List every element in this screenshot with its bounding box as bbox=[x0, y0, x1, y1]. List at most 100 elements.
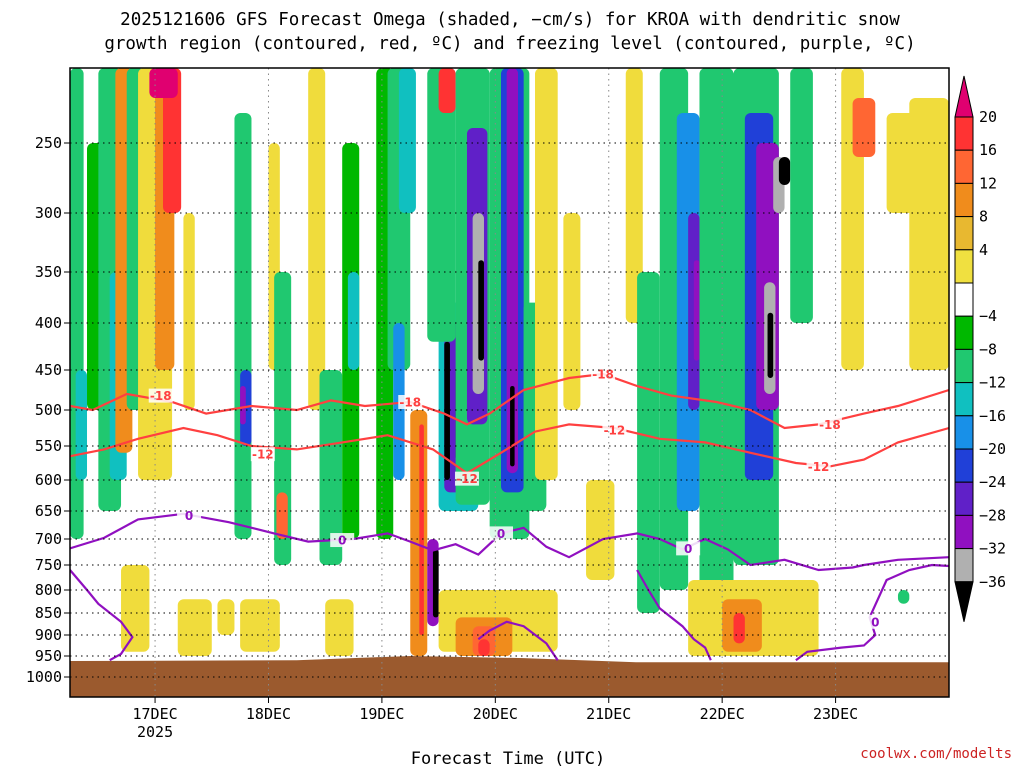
y-tick-label: 1000 bbox=[26, 668, 62, 686]
freezing-contour-label: 0 bbox=[871, 615, 879, 629]
y-tick-label: 900 bbox=[35, 626, 62, 644]
omega-cell bbox=[75, 370, 88, 480]
dendritic-contour-label: -18 bbox=[592, 368, 614, 382]
x-tick-label: 19DEC bbox=[359, 705, 404, 723]
colorbar-label: −8 bbox=[979, 340, 997, 358]
x-tick-label: 20DEC bbox=[473, 705, 518, 723]
colorbar-label: −20 bbox=[979, 440, 1006, 458]
freezing-contour-line bbox=[70, 512, 949, 572]
freezing-contour-label: 0 bbox=[684, 542, 692, 556]
x-tick-label: 21DEC bbox=[586, 705, 631, 723]
colorbar-band bbox=[954, 315, 974, 350]
omega-cell bbox=[886, 113, 915, 213]
omega-cell bbox=[693, 260, 700, 361]
ground-surface bbox=[70, 656, 949, 697]
omega-cell bbox=[478, 260, 484, 361]
colorbar-label: −32 bbox=[979, 540, 1006, 558]
y-tick-label: 400 bbox=[35, 314, 62, 332]
colorbar-label: 16 bbox=[979, 141, 997, 159]
colorbar-band bbox=[954, 348, 974, 384]
omega-cell bbox=[177, 599, 212, 656]
dendritic-contour-label-bg bbox=[454, 471, 479, 486]
freezing-contour-label: 0 bbox=[185, 509, 193, 523]
y-tick-label: 650 bbox=[35, 502, 62, 520]
colorbar-label: −4 bbox=[979, 307, 997, 325]
y-tick-label: 950 bbox=[35, 647, 62, 665]
y-tick-label: 800 bbox=[35, 581, 62, 599]
y-tick-label: 850 bbox=[35, 604, 62, 622]
colorbar-label: −16 bbox=[979, 407, 1006, 425]
x-tick-label: 18DEC bbox=[246, 705, 291, 723]
gridlines bbox=[70, 68, 949, 697]
y-tick-label: 300 bbox=[35, 204, 62, 222]
x-axis-title: Forecast Time (UTC) bbox=[411, 749, 605, 768]
freezing-contour-label-bg bbox=[676, 541, 701, 556]
y-tick-label: 600 bbox=[35, 471, 62, 489]
colorbar-band bbox=[954, 448, 974, 483]
omega-cell bbox=[234, 113, 252, 539]
y-tick-label: 700 bbox=[35, 530, 62, 548]
dendritic-contour-label: -18 bbox=[150, 389, 172, 403]
plot-frame bbox=[69, 67, 950, 698]
dendritic-contour-label: -12 bbox=[604, 424, 626, 438]
omega-cell bbox=[563, 213, 581, 410]
dendritic-contour-label: -12 bbox=[456, 472, 478, 486]
omega-cell bbox=[444, 341, 450, 480]
omega-cell bbox=[427, 68, 456, 342]
dendritic-contour-label: -18 bbox=[399, 396, 421, 410]
omega-cell bbox=[149, 68, 178, 98]
omega-cell bbox=[319, 370, 343, 565]
colorbar-label: 4 bbox=[979, 241, 988, 259]
y-tick-label: 350 bbox=[35, 263, 62, 281]
omega-cell bbox=[398, 68, 416, 213]
omega-cell bbox=[506, 68, 519, 474]
colorbar-label: 12 bbox=[979, 174, 997, 192]
omega-cell bbox=[183, 213, 195, 410]
chart-title-line2: growth region (contoured, red, ºC) and f… bbox=[104, 34, 915, 54]
dendritic-contour-label-bg bbox=[806, 459, 831, 474]
colorbar: 20 16 12 8 4 −4 −8 −12 −16 −20 −24 −28 −32 −36 bbox=[954, 75, 1006, 622]
colorbar-band bbox=[954, 116, 974, 151]
y-tick-label: 550 bbox=[35, 437, 62, 455]
credit-link[interactable]: coolwx.com/modelts bbox=[860, 746, 1012, 762]
colorbar-band bbox=[954, 282, 974, 317]
dendritic-contour-label: -18 bbox=[819, 418, 841, 432]
omega-cell bbox=[240, 386, 246, 425]
omega-cell bbox=[790, 68, 813, 323]
y-tick-label: 500 bbox=[35, 401, 62, 419]
x-tick-label: 23DEC bbox=[813, 705, 858, 723]
colorbar-band bbox=[954, 216, 974, 251]
colorbar-band bbox=[954, 481, 974, 516]
y-axis: 250 300 350 400 450 500 550 600 650 700 750 800 850 9… bbox=[26, 134, 70, 686]
colorbar-band bbox=[954, 149, 974, 184]
colorbar-band bbox=[954, 249, 974, 284]
colorbar-label: −28 bbox=[979, 506, 1006, 524]
colorbar-label: 8 bbox=[979, 208, 988, 226]
dendritic-contour-label: -12 bbox=[252, 448, 274, 462]
colorbar-top-arrow bbox=[954, 75, 974, 118]
freezing-contour-label: 0 bbox=[497, 527, 505, 541]
omega-cell bbox=[240, 599, 280, 652]
omega-cell bbox=[909, 98, 949, 370]
omega-cell bbox=[535, 68, 558, 480]
dendritic-contour-label-bg bbox=[398, 395, 423, 409]
dendritic-contour-line bbox=[70, 372, 949, 430]
omega-cell bbox=[432, 549, 439, 618]
omega-cell bbox=[347, 272, 360, 370]
freezing-contour-label: 0 bbox=[338, 534, 346, 548]
freezing-contour-label-bg bbox=[863, 614, 888, 629]
y-tick-label: 750 bbox=[35, 556, 62, 574]
omega-cell bbox=[163, 68, 182, 213]
colorbar-band bbox=[954, 514, 974, 550]
omega-cell bbox=[438, 68, 456, 113]
plot-area: -18 -18 -18 -18 -12 -12 -12 -12 0 0 0 0 0 bbox=[70, 68, 949, 697]
omega-cell bbox=[276, 492, 288, 539]
colorbar-band bbox=[954, 548, 974, 583]
omega-cell bbox=[217, 599, 235, 635]
omega-cell bbox=[274, 272, 292, 565]
y-tick-label: 450 bbox=[35, 361, 62, 379]
colorbar-label: −24 bbox=[979, 473, 1006, 491]
omega-cell bbox=[419, 424, 424, 635]
